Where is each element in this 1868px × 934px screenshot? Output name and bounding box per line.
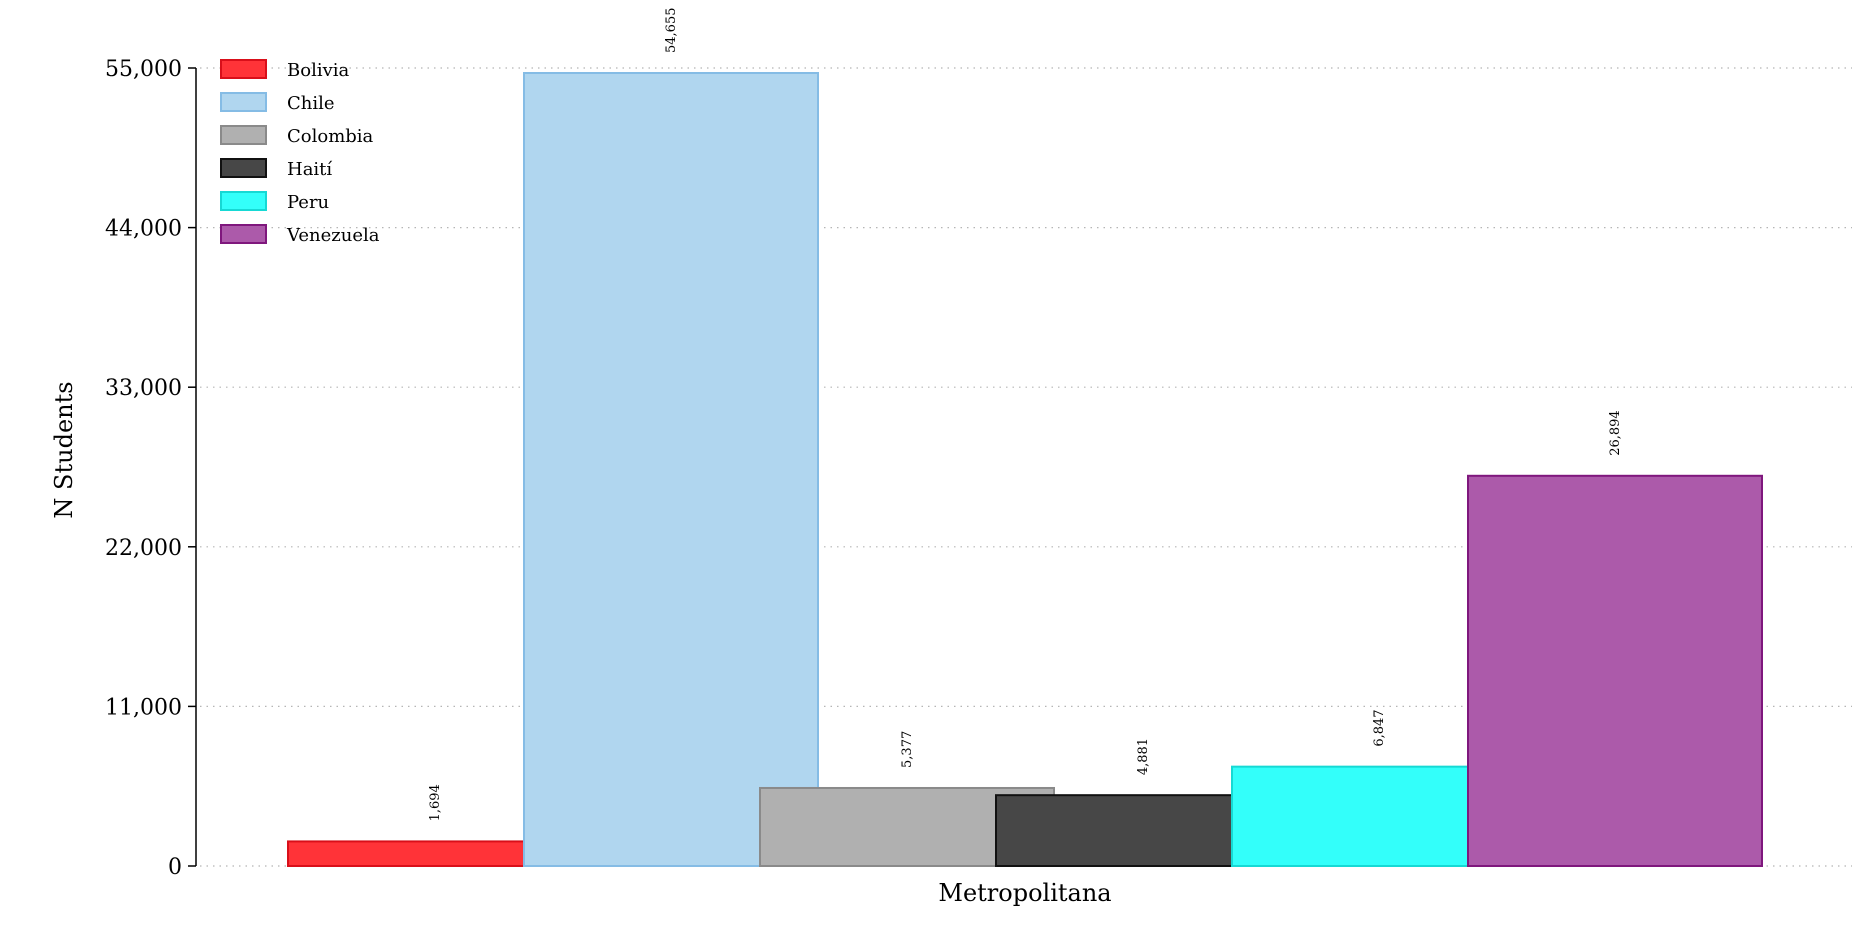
bars <box>287 72 1763 868</box>
legend-label-venezuela: Venezuela <box>286 225 380 246</box>
y-axis-title: N Students <box>50 381 78 518</box>
x-axis-category-label: Metropolitana <box>938 879 1111 907</box>
legend-swatch-bolivia <box>220 59 267 79</box>
data-label-bolivia: 1,694 <box>428 784 443 821</box>
data-labels: 1,694 54,655 5,377 4,881 6,847 26,894 <box>428 8 1623 822</box>
y-tick-label: 33,000 <box>105 376 182 401</box>
y-tick-label: 55,000 <box>105 57 182 82</box>
data-label-venezuela: 26,894 <box>1608 410 1623 456</box>
data-label-chile: 54,655 <box>664 8 679 54</box>
bar-venezuela <box>1467 474 1763 867</box>
data-label-peru: 6,847 <box>1372 709 1387 746</box>
legend-label-colombia: Colombia <box>287 126 374 147</box>
legend-label-peru: Peru <box>287 192 329 213</box>
legend-swatch-peru <box>220 191 267 211</box>
y-tick-label: 0 <box>168 855 182 880</box>
legend-swatch-venezuela <box>220 224 267 244</box>
y-tick-label: 22,000 <box>105 536 182 561</box>
bar-chile <box>523 72 819 868</box>
legend-swatch-haití <box>220 158 267 178</box>
y-tick-label: 11,000 <box>105 695 182 720</box>
data-label-haití: 4,881 <box>1136 738 1151 775</box>
y-axis-ticks: 0 11,000 22,000 33,000 44,000 55,000 <box>105 57 196 880</box>
y-tick-label: 44,000 <box>105 217 182 242</box>
legend-label-bolivia: Bolivia <box>287 60 350 81</box>
data-label-colombia: 5,377 <box>900 731 915 768</box>
legend-swatch-chile <box>220 92 267 112</box>
legend-label-haití: Haití <box>287 159 332 180</box>
legend-swatch-colombia <box>220 125 267 145</box>
legend: Bolivia Chile Colombia Haití Peru Venezuela <box>220 59 380 246</box>
legend-label-chile: Chile <box>287 93 335 114</box>
